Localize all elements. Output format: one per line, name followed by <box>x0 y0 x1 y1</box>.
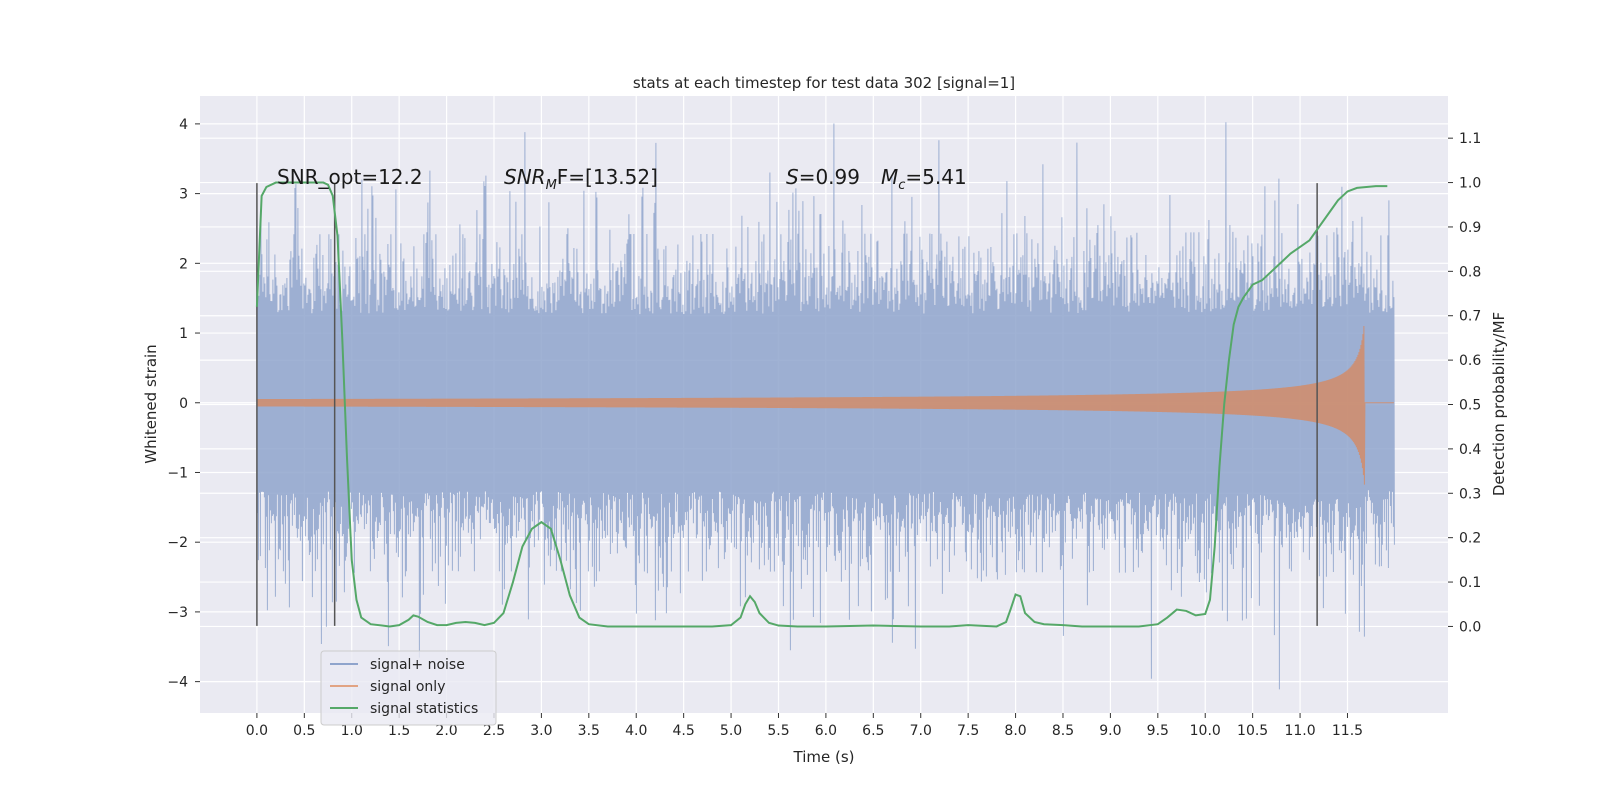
legend-label-signal-only: signal only <box>370 679 445 695</box>
y-tick-label: −4 <box>167 675 188 691</box>
x-tick-label: 9.0 <box>1099 723 1121 739</box>
annotation-snr-mf-main: SNR <box>504 165 546 189</box>
y-tick-label: 1 <box>179 326 188 342</box>
y-tick-label: 3 <box>179 187 188 203</box>
x-tick-label: 1.5 <box>388 723 410 739</box>
x-tick-label: 7.5 <box>957 723 979 739</box>
annotation-s-rest: =0.99 <box>799 165 860 189</box>
annotation-chirp-mass: Mc=5.41 <box>881 165 967 193</box>
legend-box <box>320 650 497 726</box>
x-tick-label: 6.0 <box>815 723 837 739</box>
vertical-markers <box>256 183 1318 626</box>
y-right-tick-label: 0.6 <box>1459 353 1481 369</box>
legend: signal+ noise signal only signal statist… <box>320 650 497 726</box>
x-tick-label: 5.5 <box>767 723 789 739</box>
x-tick-label: 10.5 <box>1237 723 1268 739</box>
legend-label-signal-statistics: signal statistics <box>370 701 478 717</box>
x-tick-label: 6.5 <box>862 723 884 739</box>
x-tick-label: 11.5 <box>1332 723 1363 739</box>
y-right-tick-label: 0.4 <box>1459 442 1481 458</box>
annotation-mc-main: M <box>881 165 898 189</box>
y-tick-label: 0 <box>179 396 188 412</box>
x-tick-label: 2.0 <box>435 723 457 739</box>
annotation-snr-mf-rest: F=[13.52] <box>557 165 658 189</box>
x-tick-label: 3.5 <box>578 723 600 739</box>
x-tick-label: 0.5 <box>293 723 315 739</box>
x-axis-label: Time (s) <box>793 748 855 766</box>
annotation-s-main: S <box>786 165 799 189</box>
y-right-tick-label: 1.1 <box>1459 131 1481 147</box>
y-right-tick-label: 0.5 <box>1459 398 1481 414</box>
y-right-tick-label: 0.7 <box>1459 309 1481 325</box>
y-right-tick-label: 0.1 <box>1459 575 1481 591</box>
annotation-snr-mf-sub: M <box>546 178 557 193</box>
y-axis-right-label: Detection probability/MF <box>1490 312 1508 496</box>
x-tick-label: 4.5 <box>673 723 695 739</box>
x-tick-label: 9.5 <box>1147 723 1169 739</box>
x-tick-label: 3.0 <box>530 723 552 739</box>
y-tick-label: 2 <box>179 256 188 272</box>
annotation-snr-opt: SNR_opt=12.2 <box>277 165 423 189</box>
annotation-mc-sub: c <box>898 178 905 193</box>
y-right-tick-label: 0.2 <box>1459 531 1481 547</box>
x-tick-label: 5.0 <box>720 723 742 739</box>
x-tick-label: 8.5 <box>1052 723 1074 739</box>
x-tick-label: 8.0 <box>1004 723 1026 739</box>
y-tick-label: −2 <box>167 535 188 551</box>
y-right-tick-label: 0.3 <box>1459 486 1481 502</box>
y-axis-label: Whitened strain <box>142 344 160 463</box>
y-axis-right-ticks: 0.0 0.1 0.2 0.3 0.4 0.5 0.6 0.7 0.8 0.9 1.0 1.1 <box>1448 131 1481 635</box>
x-axis-ticks: 0.0 0.5 1.0 1.5 2.0 2.5 3.0 3.5 4.0 4.5 5.0 5.5 6.0 6… <box>246 713 1363 739</box>
legend-label-signal-noise: signal+ noise <box>370 657 465 673</box>
x-tick-label: 7.0 <box>910 723 932 739</box>
y-right-tick-label: 1.0 <box>1459 176 1481 192</box>
series-signal-only <box>256 326 1394 485</box>
y-tick-label: −3 <box>167 605 188 621</box>
annotation-snr-mf: SNRMF=[13.52] <box>504 165 658 193</box>
x-tick-label: 2.5 <box>483 723 505 739</box>
x-tick-label: 0.0 <box>246 723 268 739</box>
annotation-mc-rest: =5.41 <box>905 165 966 189</box>
x-tick-label: 11.0 <box>1284 723 1315 739</box>
y-axis-ticks: −4 −3 −2 −1 0 1 2 3 4 <box>167 117 200 691</box>
y-right-tick-label: 0.9 <box>1459 220 1481 236</box>
y-right-tick-label: 0.8 <box>1459 264 1481 280</box>
chart-title: stats at each timestep for test data 302… <box>633 74 1015 92</box>
series-signal-statistics <box>255 181 1388 628</box>
x-tick-label: 10.0 <box>1190 723 1221 739</box>
y-tick-label: −1 <box>167 465 188 481</box>
y-right-tick-label: 0.0 <box>1459 619 1481 635</box>
x-tick-label: 4.0 <box>625 723 647 739</box>
annotation-overlap: S=0.99 <box>786 165 860 189</box>
x-tick-label: 1.0 <box>341 723 363 739</box>
y-tick-label: 4 <box>179 117 188 133</box>
